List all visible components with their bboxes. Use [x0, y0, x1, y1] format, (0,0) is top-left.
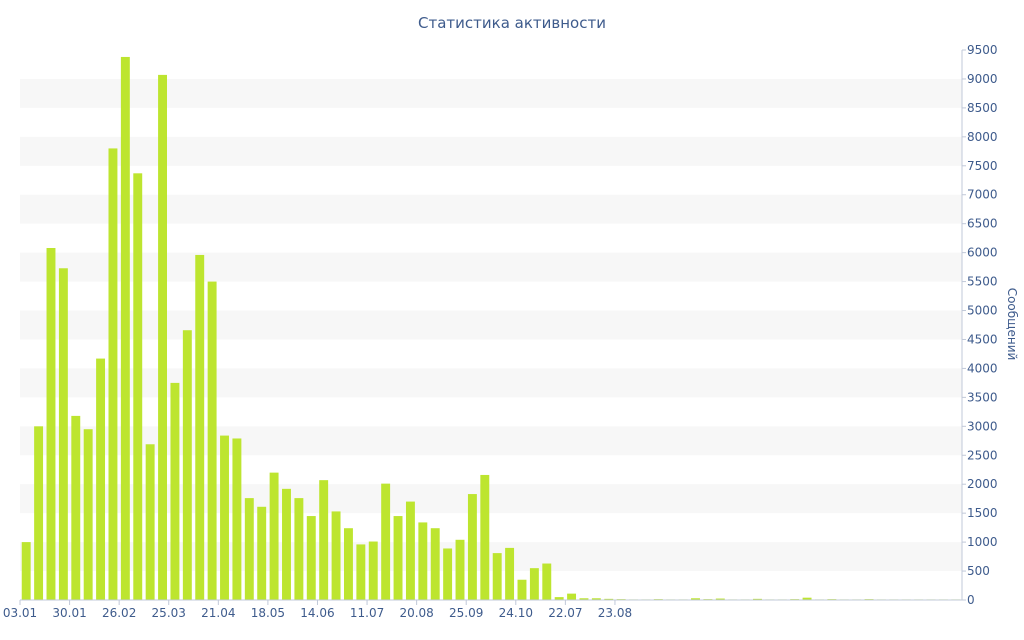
- bar: [591, 598, 601, 600]
- x-tick-label: 25.03: [152, 606, 186, 620]
- bar: [195, 254, 205, 600]
- bar: [21, 542, 31, 600]
- x-tick-label: 21.04: [201, 606, 235, 620]
- bar: [120, 56, 130, 600]
- y-tick-label: 7500: [967, 159, 998, 173]
- y-tick-label: 8000: [967, 130, 998, 144]
- bar: [306, 516, 316, 600]
- bar: [554, 597, 564, 600]
- y-tick-label: 2000: [967, 477, 998, 491]
- y-tick-label: 9000: [967, 72, 998, 86]
- y-tick-label: 1500: [967, 506, 998, 520]
- bar: [393, 516, 403, 600]
- bar: [505, 547, 515, 600]
- x-tick-label: 22.07: [548, 606, 582, 620]
- y-tick-label: 2500: [967, 448, 998, 462]
- bar: [257, 506, 267, 600]
- bar: [381, 483, 391, 600]
- y-tick-label: 3500: [967, 390, 998, 404]
- bar: [244, 498, 254, 600]
- x-tick-label: 25.09: [449, 606, 483, 620]
- bar: [529, 568, 539, 600]
- bar: [269, 472, 279, 600]
- grid-band: [20, 310, 962, 340]
- x-tick-label: 23.08: [598, 606, 632, 620]
- grid-band: [20, 194, 962, 224]
- bar: [207, 281, 217, 600]
- bar: [753, 598, 762, 600]
- x-tick-label: 18.05: [251, 606, 285, 620]
- y-tick-label: 500: [967, 564, 990, 578]
- y-tick-label: 6500: [967, 217, 998, 231]
- x-tick-label: 24.10: [499, 606, 533, 620]
- y-tick-label: 5500: [967, 275, 998, 289]
- bar: [356, 544, 366, 600]
- bar: [220, 435, 229, 600]
- y-tick-label: 6000: [967, 246, 998, 260]
- y-axis-label: Сообщений: [1005, 288, 1019, 361]
- y-tick-label: 0: [967, 593, 975, 607]
- bar: [182, 330, 192, 600]
- bar: [71, 415, 81, 600]
- bar: [430, 528, 440, 600]
- x-axis: 03.01 30.01 26.02 25.03 21.04 18.05 14.06 11.07…: [3, 599, 962, 620]
- bar: [418, 522, 428, 600]
- y-tick-label: 9500: [967, 43, 998, 57]
- bars: [21, 56, 961, 601]
- bar: [158, 74, 168, 601]
- grid-band: [20, 252, 962, 282]
- grid-band: [20, 136, 962, 166]
- y-tick-label: 5000: [967, 304, 998, 318]
- bar: [715, 598, 725, 600]
- bar: [604, 598, 614, 600]
- bar: [368, 541, 378, 600]
- bar: [443, 548, 453, 600]
- bar: [567, 593, 577, 600]
- chart-title: Статистика активности: [418, 14, 606, 32]
- bar: [455, 539, 465, 600]
- bar: [691, 598, 700, 600]
- bar: [579, 598, 589, 600]
- grid-band: [20, 78, 962, 108]
- y-tick-label: 3000: [967, 419, 998, 433]
- bar: [480, 474, 490, 600]
- bar: [170, 382, 180, 600]
- bar: [145, 444, 155, 600]
- x-tick-label: 26.02: [102, 606, 136, 620]
- bar: [517, 579, 527, 600]
- bar: [58, 268, 68, 600]
- bar: [405, 501, 415, 600]
- bar: [108, 148, 118, 600]
- bar: [802, 597, 812, 600]
- bar: [542, 563, 552, 600]
- x-tick-label: 30.01: [52, 606, 86, 620]
- bar: [343, 528, 353, 600]
- y-tick-label: 8500: [967, 101, 998, 115]
- bar: [492, 553, 502, 600]
- y-tick-label: 7000: [967, 188, 998, 202]
- bar: [294, 498, 304, 600]
- x-tick-label: 14.06: [300, 606, 334, 620]
- bar: [319, 480, 329, 600]
- y-axis: 0 500 1000 1500 2000 2500 3000 3500 4000 4500 5000…: [961, 43, 998, 607]
- x-tick-label: 11.07: [350, 606, 384, 620]
- bar: [46, 248, 56, 600]
- bar: [232, 438, 242, 600]
- bar: [96, 358, 106, 600]
- bar: [83, 429, 93, 600]
- bar: [282, 488, 291, 600]
- y-tick-label: 1000: [967, 535, 998, 549]
- y-tick-label: 4000: [967, 361, 998, 375]
- x-tick-label: 03.01: [3, 606, 37, 620]
- bar: [34, 426, 44, 600]
- x-tick-label: 20.08: [399, 606, 433, 620]
- y-tick-label: 4500: [967, 332, 998, 346]
- bar: [133, 173, 143, 600]
- bar: [467, 494, 477, 600]
- bar: [331, 511, 341, 600]
